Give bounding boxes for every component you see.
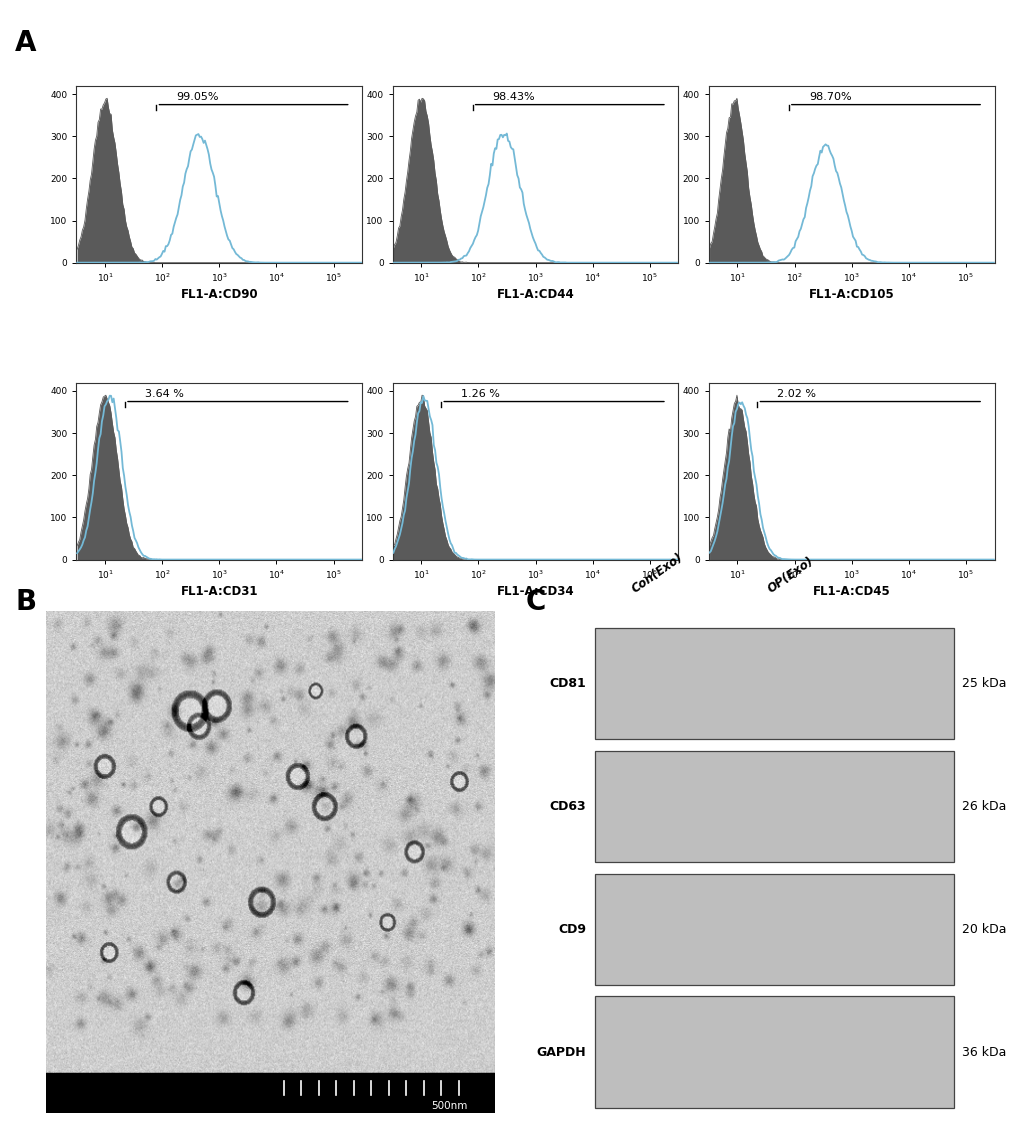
Text: C: C [525,588,545,617]
X-axis label: FL1-A:CD45: FL1-A:CD45 [812,585,890,598]
Text: 25 kDa: 25 kDa [961,677,1006,690]
Text: CD81: CD81 [549,677,586,690]
Text: 98.43%: 98.43% [492,93,535,102]
X-axis label: FL1-A:CD34: FL1-A:CD34 [496,585,574,598]
Text: A: A [15,29,37,57]
Text: 20 kDa: 20 kDa [961,923,1006,935]
Text: CD63: CD63 [549,801,586,813]
Text: 99.05%: 99.05% [176,93,219,102]
X-axis label: FL1-A:CD44: FL1-A:CD44 [496,288,574,301]
X-axis label: FL1-A:CD105: FL1-A:CD105 [808,288,894,301]
Text: B: B [15,588,37,617]
Text: 26 kDa: 26 kDa [961,801,1006,813]
X-axis label: FL1-A:CD90: FL1-A:CD90 [180,288,258,301]
Text: Con(Exo): Con(Exo) [629,552,686,596]
X-axis label: FL1-A:CD31: FL1-A:CD31 [180,585,258,598]
Text: 500nm: 500nm [431,1101,468,1111]
Text: CD9: CD9 [558,923,586,935]
Text: 36 kDa: 36 kDa [961,1046,1006,1059]
Text: GAPDH: GAPDH [536,1046,586,1059]
Text: OP(Exo): OP(Exo) [764,555,815,596]
Text: 98.70%: 98.70% [808,93,851,102]
Text: 3.64 %: 3.64 % [145,389,183,399]
Text: 1.26 %: 1.26 % [461,389,499,399]
Text: 2.02 %: 2.02 % [776,389,815,399]
